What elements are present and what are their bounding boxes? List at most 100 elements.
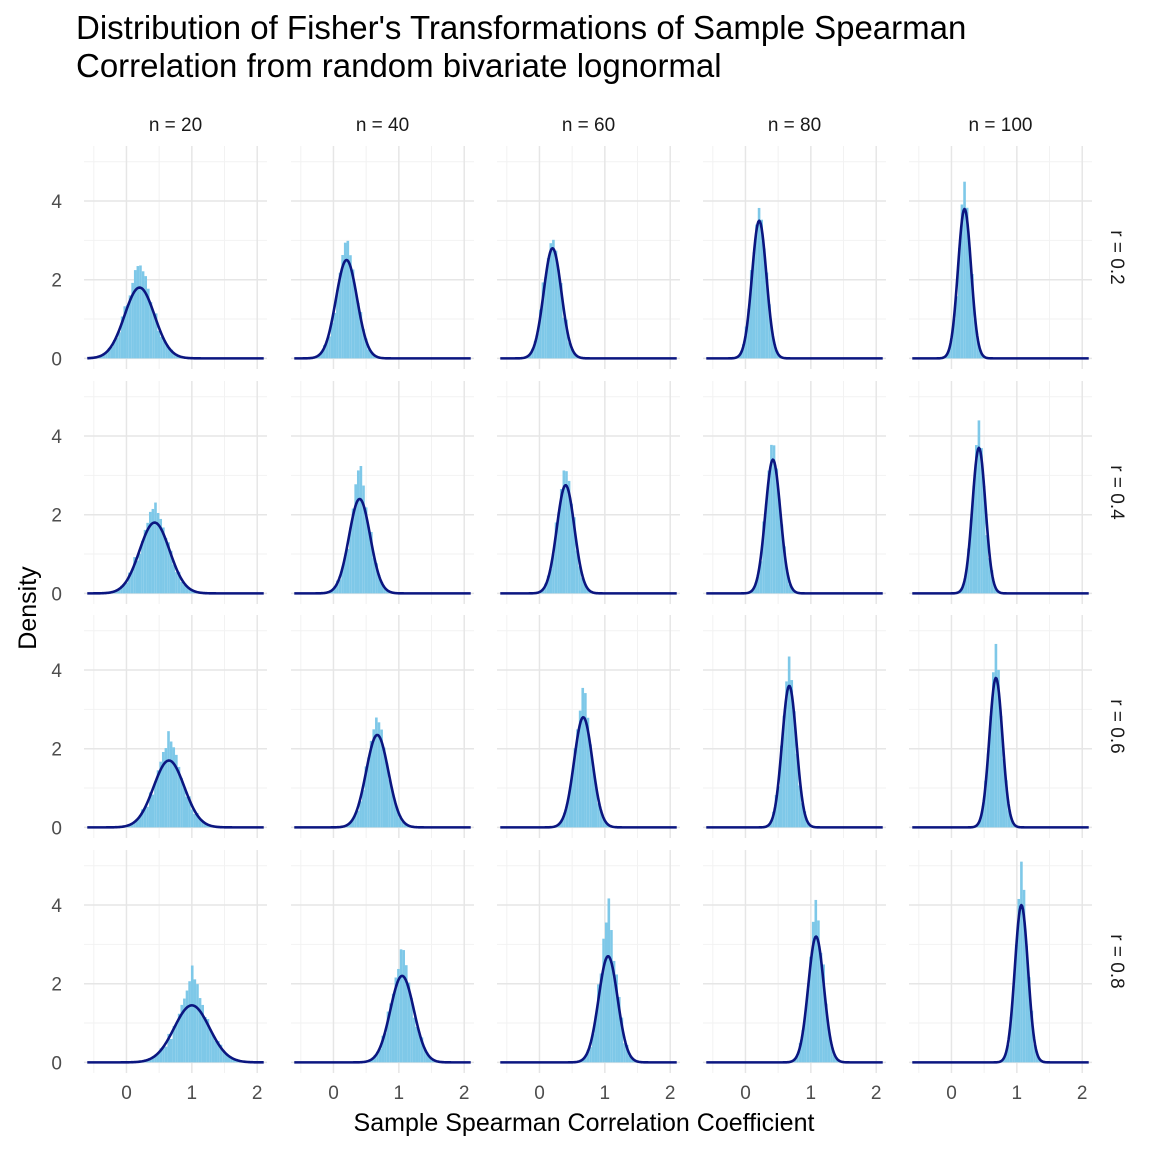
histogram-bar	[118, 332, 121, 359]
histogram-bar	[999, 716, 1003, 828]
facet-panel-r3-c4	[909, 850, 1092, 1073]
histogram-bar	[198, 818, 202, 828]
histogram-bar	[164, 748, 168, 828]
histogram-bar	[744, 326, 748, 359]
histogram-bar	[950, 339, 953, 359]
x-tick-label: 0	[328, 1083, 339, 1104]
histogram-bar	[348, 822, 352, 828]
histogram-bar	[827, 1028, 831, 1063]
density-curve	[499, 716, 678, 829]
histogram-bar	[631, 1057, 634, 1063]
histogram-bar	[172, 1025, 176, 1063]
histogram-bar	[557, 512, 560, 594]
histogram-bar	[201, 1004, 204, 1063]
histogram-bar	[589, 744, 592, 828]
histogram-bar	[128, 572, 131, 594]
histogram-bar	[625, 1044, 629, 1063]
histogram-bar	[185, 796, 189, 828]
histogram-bar	[385, 590, 389, 594]
histogram-bar	[993, 585, 996, 594]
histogram-bar	[113, 340, 116, 359]
histogram-bar	[377, 575, 381, 594]
histogram-bar	[364, 338, 368, 359]
histogram-bar	[369, 740, 373, 828]
histogram-bar	[1005, 780, 1008, 828]
histogram-bar	[788, 584, 792, 594]
histogram-bar	[973, 319, 977, 359]
histogram-bar	[351, 508, 355, 594]
histogram-bar	[232, 1059, 236, 1063]
histogram-bar	[552, 239, 555, 359]
strip-col-4: n = 100	[969, 115, 1033, 136]
histogram-bar	[982, 486, 986, 594]
histogram-bar	[146, 806, 149, 828]
histogram-bar	[170, 349, 174, 359]
histogram-bar	[351, 269, 355, 359]
histogram-bar	[803, 811, 807, 828]
histogram-bar	[549, 569, 553, 594]
histogram-bar	[188, 981, 191, 1063]
histogram-bar	[573, 353, 576, 359]
histogram-bar	[354, 814, 357, 828]
histogram-bar	[560, 820, 564, 828]
histogram-bar	[346, 825, 349, 828]
facet-panel-r0-c4	[909, 146, 1092, 369]
histogram-bar	[320, 352, 323, 359]
density-curve	[86, 1004, 265, 1064]
histogram-bar	[160, 336, 163, 359]
histogram-bar	[599, 809, 603, 828]
histogram-bar	[204, 1017, 207, 1063]
histogram-bar	[167, 348, 171, 359]
histogram-bar	[354, 289, 357, 359]
histogram-bar	[203, 822, 207, 828]
histogram-bar	[583, 1056, 587, 1063]
histogram-bar	[372, 354, 376, 359]
histogram-bar	[177, 766, 181, 828]
histogram-bar	[338, 579, 342, 594]
histogram-bar	[372, 558, 376, 594]
histogram-bar	[967, 548, 970, 594]
histogram-bar	[390, 790, 394, 828]
histogram-bar	[354, 484, 357, 594]
facet-panel-r3-c0	[84, 850, 267, 1073]
histogram-bar	[394, 977, 398, 1063]
histogram-bar	[336, 290, 339, 359]
histogram-bar	[968, 247, 972, 359]
histogram-bar	[146, 522, 149, 594]
histogram-bar	[133, 822, 136, 828]
histogram-bar	[170, 1038, 173, 1063]
density-curve	[293, 974, 472, 1064]
histogram-bar	[604, 822, 608, 828]
histogram-bar	[770, 330, 774, 359]
histogram-bar	[580, 577, 584, 594]
histogram-bar	[393, 800, 396, 828]
histogram-bar	[188, 796, 191, 828]
density-curve	[86, 759, 265, 829]
histogram-bar	[793, 711, 796, 828]
histogram-bar	[182, 584, 186, 594]
histogram-bar	[607, 898, 611, 1063]
histogram-bar	[1030, 1010, 1034, 1063]
histogram-bar	[742, 344, 745, 359]
histogram-bar	[774, 795, 778, 828]
histogram-bar	[783, 546, 786, 594]
density-curve	[705, 458, 884, 595]
histogram-bar	[133, 270, 137, 359]
density-curve	[499, 484, 678, 595]
strip-col-3: n = 80	[768, 115, 821, 136]
histogram-bar	[1007, 810, 1011, 828]
histogram-bar	[1014, 944, 1018, 1063]
histogram-bar	[123, 306, 127, 359]
y-tick-label: 2	[51, 975, 62, 996]
histogram-bar	[554, 522, 558, 594]
histogram-bar	[817, 920, 820, 1063]
histogram-bar	[591, 1033, 595, 1063]
histogram-bar	[164, 1046, 168, 1063]
histogram-bar	[819, 952, 823, 1063]
histogram-bar	[992, 672, 995, 828]
histogram-bar	[367, 527, 371, 594]
y-axis-title: Density	[14, 566, 42, 650]
histogram-bar	[759, 561, 763, 594]
histogram-bar	[546, 575, 550, 594]
